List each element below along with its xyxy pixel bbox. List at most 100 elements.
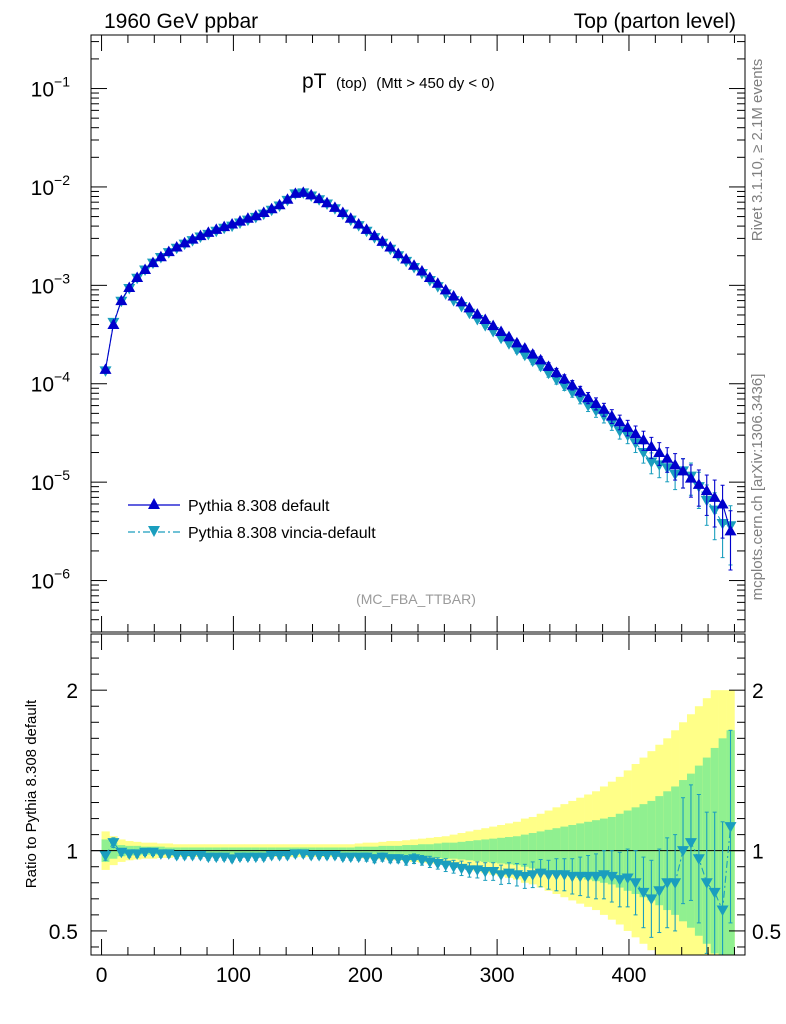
series-default-point xyxy=(431,277,444,288)
series-vincia-point xyxy=(526,356,539,368)
ratio-vincia-point xyxy=(99,850,112,862)
series-default-point xyxy=(700,484,713,496)
ratio-vincia-point xyxy=(305,850,318,862)
series-vincia-point xyxy=(597,411,610,423)
ratio-vincia-point xyxy=(669,878,682,889)
ratio-vincia-point xyxy=(202,852,215,864)
series-default-point xyxy=(629,427,642,439)
series-default-point xyxy=(447,289,460,301)
series-default-point xyxy=(724,524,737,536)
series-default-point xyxy=(495,325,508,336)
ratio-y-tick-label-left: 0.5 xyxy=(49,921,78,944)
series-default-point xyxy=(281,193,294,204)
mcplots-reference-text: mcplots.cern.ch [arXiv:1306.3436] xyxy=(749,374,766,601)
ratio-vincia-point xyxy=(526,870,539,881)
ratio-vincia-point xyxy=(692,854,705,865)
series-vincia-point xyxy=(518,350,531,362)
ratio-vincia-point xyxy=(265,850,278,862)
ratio-vincia-point xyxy=(495,870,508,881)
series-default-point xyxy=(115,294,128,306)
series-vincia-point xyxy=(534,361,547,373)
ratio-vincia-point xyxy=(257,852,270,864)
ratio-vincia-point xyxy=(708,887,721,899)
ratio-vincia-point xyxy=(700,878,713,889)
ratio-vincia-point xyxy=(131,849,144,860)
ratio-x-tick-label: 100 xyxy=(216,964,251,987)
series-default-point xyxy=(558,372,571,384)
ratio-vincia-point xyxy=(518,871,531,883)
main-y-tick-label: 10−1 xyxy=(31,74,71,102)
series-default-point xyxy=(123,281,136,293)
series-default-point xyxy=(621,421,634,432)
series-default-point xyxy=(186,233,199,244)
series-default-point xyxy=(146,256,159,268)
ratio-vincia-point xyxy=(550,870,563,881)
series-default-point xyxy=(708,491,721,502)
series-default-point xyxy=(344,212,357,223)
ratio-vincia-point xyxy=(154,849,167,860)
ratio-y-tick-label-right: 1 xyxy=(752,841,764,864)
header-left: 1960 GeV ppbar xyxy=(104,10,258,33)
series-default-point xyxy=(455,295,468,307)
series-default-point xyxy=(368,229,381,241)
series-default-point xyxy=(645,440,658,452)
analysis-tag: (MC_FBA_TTBAR) xyxy=(356,591,476,607)
ratio-vincia-point xyxy=(566,871,579,883)
series-default-point xyxy=(423,271,436,283)
series-default-point xyxy=(170,241,183,252)
ratio-vincia-point xyxy=(352,852,365,864)
ratio-vincia-point xyxy=(677,846,690,857)
series-default-point xyxy=(376,235,389,246)
ratio-vincia-point xyxy=(241,852,254,864)
series-vincia-point xyxy=(558,381,571,392)
series-default-point xyxy=(439,283,452,295)
ratio-vincia-point xyxy=(637,887,650,899)
series-default-point xyxy=(415,264,428,276)
series-default-point xyxy=(139,263,152,274)
series-default-point xyxy=(487,319,500,331)
ratio-vincia-point xyxy=(273,850,286,862)
ratio-vincia-point xyxy=(613,875,626,886)
plot-title: pT (top) (Mtt > 450 dy < 0) xyxy=(302,70,495,93)
series-default-point xyxy=(99,363,112,374)
series-vincia-point xyxy=(510,345,523,357)
series-default-point xyxy=(107,318,120,329)
ratio-vincia-point xyxy=(178,850,191,862)
plot-title-sub2: (Mtt > 450 dy < 0) xyxy=(376,75,494,92)
ratio-vincia-point xyxy=(123,849,136,860)
series-default-point xyxy=(384,241,397,252)
ratio-vincia-point xyxy=(139,847,152,859)
series-default-point xyxy=(684,472,697,483)
series-default-point xyxy=(352,218,365,229)
series-vincia-line xyxy=(104,192,731,527)
main-y-tick-label: 10−6 xyxy=(31,566,71,594)
series-default-point xyxy=(597,403,610,414)
main-panel-frame xyxy=(90,34,746,633)
series-default-point xyxy=(194,229,207,241)
series-vincia-point xyxy=(645,457,658,469)
series-default-point xyxy=(716,497,729,509)
series-default-point xyxy=(479,313,492,324)
main-y-tick-label: 10−4 xyxy=(31,369,71,397)
series-default-point xyxy=(692,478,705,489)
ratio-vincia-point xyxy=(621,873,634,884)
series-default-point xyxy=(131,271,144,283)
series-default-point xyxy=(590,397,603,408)
legend-marker-vincia xyxy=(148,526,160,537)
ratio-vincia-point xyxy=(590,871,603,883)
series-default-point xyxy=(613,415,626,427)
series-vincia-point xyxy=(613,426,626,438)
series-default-point xyxy=(226,218,239,229)
ratio-vincia-point xyxy=(249,852,262,864)
series-default-point xyxy=(154,250,167,262)
ratio-vincia-point xyxy=(289,849,302,860)
main-y-tick-label: 10−2 xyxy=(31,172,71,200)
ratio-y-tick-label-left: 1 xyxy=(66,841,78,864)
series-default-point xyxy=(336,206,349,217)
ratio-vincia-point xyxy=(313,850,326,862)
ratio-x-tick-label: 200 xyxy=(348,964,383,987)
series-vincia-point xyxy=(502,339,515,350)
axes-ticks: 10−1 10−2 10−3 10−4 10−5 10−6 0 100 200 300 400 0.5… xyxy=(31,35,781,987)
ratio-vincia-point xyxy=(716,905,729,917)
ratio-vincia-point xyxy=(344,852,357,864)
